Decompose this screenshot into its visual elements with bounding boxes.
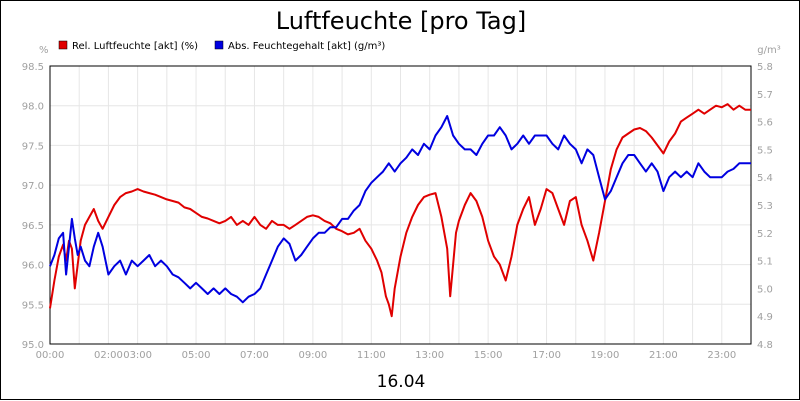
grid-lines [49,65,751,345]
y-right-tick-label: 4.8 [757,340,773,351]
legend-swatch-2 [214,40,224,50]
y-right-tick-label: 5.7 [757,90,773,101]
legend-swatch-1 [58,40,68,50]
series-group [49,103,751,318]
x-tick-label: 11:00 [357,350,386,361]
x-tick-label: 15:00 [474,350,503,361]
x-tick-label: 03:00 [123,350,152,361]
x-tick-label: 00:00 [36,350,65,361]
y-left-tick-label: 96.5 [22,221,44,232]
y-right-tick-label: 5.0 [757,284,773,295]
x-tick-label: 13:00 [415,350,444,361]
y-left-tick-label: 96.0 [22,261,44,272]
y-right-tick-label: 5.6 [757,118,773,129]
x-tick-label: 23:00 [707,350,736,361]
y-right-tick-label: 5.2 [757,229,773,240]
series-line-1 [49,103,751,318]
axis-ticks: 95.0 95.5 96.0 96.5 97.0 97.5 98.0 98.5 4.8 4.9 5.… [22,62,773,361]
y-right-tick-label: 5.5 [757,145,773,156]
date-label: 16.04 [377,372,426,392]
legend-label-2: Abs. Feuchtegehalt [akt] (g/m³) [228,41,385,52]
y-left-tick-label: 98.5 [22,62,44,73]
y-left-tick-label: 98.0 [22,102,44,113]
plot-area [49,65,752,345]
y-left-unit: % [39,45,49,56]
x-tick-label: 07:00 [240,350,269,361]
series-line-2 [49,115,751,304]
x-tick-label: 02:00 [94,350,123,361]
x-tick-label: 19:00 [591,350,620,361]
y-right-tick-label: 5.8 [757,62,773,73]
x-tick-label: 05:00 [182,350,211,361]
y-left-tick-label: 97.0 [22,181,44,192]
y-left-tick-label: 95.5 [22,300,44,311]
legend-label-1: Rel. Luftfeuchte [akt] (%) [72,41,198,52]
y-right-tick-label: 5.4 [757,173,773,184]
y-right-tick-label: 5.3 [757,201,773,212]
x-tick-label: 17:00 [532,350,561,361]
x-tick-label: 21:00 [649,350,678,361]
y-left-tick-label: 97.5 [22,141,44,152]
legend: Rel. Luftfeuchte [akt] (%) Abs. Feuchtege… [58,40,385,52]
y-left-tick-label: 95.0 [22,340,44,351]
chart-title: Luftfeuchte [pro Tag] [276,7,526,35]
y-right-tick-label: 5.1 [757,257,773,268]
y-right-tick-label: 4.9 [757,312,773,323]
x-tick-label: 09:00 [298,350,327,361]
y-right-unit: g/m³ [757,45,780,56]
